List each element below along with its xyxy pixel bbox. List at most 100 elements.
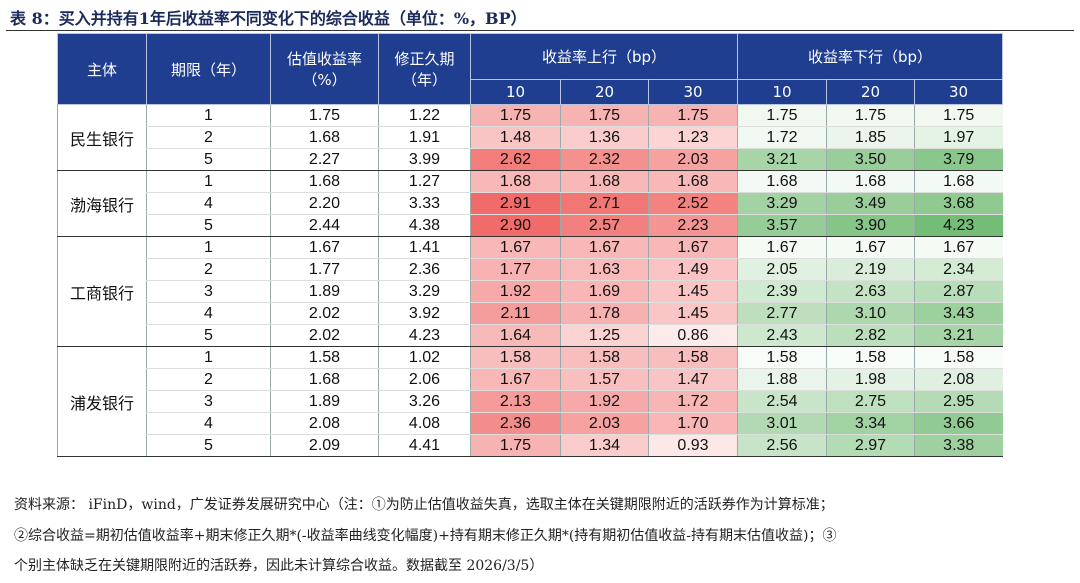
table-cell: 1.67 <box>737 236 827 259</box>
table-cell: 4.23 <box>914 214 1003 237</box>
table-cell: 1.67 <box>470 236 561 259</box>
table-cell: 1.58 <box>914 346 1003 369</box>
table-cell: 2.02 <box>270 302 379 325</box>
table-cell: 1.67 <box>270 236 379 259</box>
table-cell: 1.92 <box>470 280 561 303</box>
subheader-cell: 10 <box>737 79 827 105</box>
table-cell: 4.08 <box>378 412 471 435</box>
table-cell: 1.85 <box>826 126 915 149</box>
title-rule <box>6 30 1074 31</box>
table-cell: 3.99 <box>378 148 471 171</box>
table-cell: 1.75 <box>648 104 738 127</box>
table-cell: 1.68 <box>270 170 379 193</box>
table-cell: 1.58 <box>737 346 827 369</box>
table-cell: 2.08 <box>914 368 1003 391</box>
table-cell: 2.08 <box>270 412 379 435</box>
header-cell: 收益率上行（bp） <box>470 33 738 80</box>
table-row: 5 2.02 4.23 1.64 1.25 0.86 2.43 2.82 3.21 <box>58 324 1003 347</box>
table-cell: 1.75 <box>470 434 561 457</box>
table-cell: 3.57 <box>737 214 827 237</box>
table-cell: 1.70 <box>648 412 738 435</box>
table-cell: 3.68 <box>914 192 1003 215</box>
table-cell: 1.58 <box>470 346 561 369</box>
table-cell: 1.97 <box>914 126 1003 149</box>
table-cell: 1.77 <box>270 258 379 281</box>
table-cell: 2 <box>146 258 271 281</box>
table-cell: 1.69 <box>560 280 649 303</box>
table-cell: 2.77 <box>737 302 827 325</box>
subheader-cell: 10 <box>470 79 561 105</box>
table-cell: 1.72 <box>737 126 827 149</box>
table-cell: 2.63 <box>826 280 915 303</box>
table-cell: 1.58 <box>826 346 915 369</box>
table-cell: 2.95 <box>914 390 1003 413</box>
table-cell: 1.75 <box>914 104 1003 127</box>
table-cell: 2.19 <box>826 258 915 281</box>
table-row: 浦发银行 1 1.58 1.02 1.58 1.58 1.58 1.58 1.58 1.58 <box>57 346 1003 457</box>
table-cell: 4.23 <box>378 324 471 347</box>
table-cell: 2.75 <box>826 390 915 413</box>
table-cell: 1.67 <box>560 236 649 259</box>
table-cell: 1.64 <box>470 324 561 347</box>
table-cell: 1.89 <box>270 280 379 303</box>
header-cell: 估值收益率（%） <box>270 33 379 105</box>
table-cell: 3.21 <box>914 324 1003 347</box>
table-row: 工商银行 1 1.67 1.41 1.67 1.67 1.67 1.67 1.67 1.67 <box>57 236 1003 347</box>
table-cell: 1.68 <box>270 126 379 149</box>
table-cell: 2.34 <box>914 258 1003 281</box>
table-cell: 2.32 <box>560 148 649 171</box>
table-cell: 1.72 <box>648 390 738 413</box>
table-cell: 2.11 <box>470 302 561 325</box>
table-cell: 4 <box>146 412 271 435</box>
table-cell: 2.23 <box>648 214 738 237</box>
table-cell: 1.67 <box>470 368 561 391</box>
table-cell: 2.03 <box>648 148 738 171</box>
table-cell: 2.02 <box>270 324 379 347</box>
table-row: 4 2.02 3.92 2.11 1.78 1.45 2.77 3.10 3.43 <box>58 302 1003 325</box>
table-cell: 3.29 <box>737 192 827 215</box>
table-cell: 2.97 <box>826 434 915 457</box>
table-cell: 1.63 <box>560 258 649 281</box>
title: 表 8：买入并持有1年后收益率不同变化下的综合收益（单位：%，BP） <box>10 9 527 28</box>
table-cell: 4 <box>146 192 271 215</box>
table-cell: 3.90 <box>826 214 915 237</box>
subheader-cell: 20 <box>560 79 649 105</box>
subheader-cell: 30 <box>914 79 1003 105</box>
table-cell: 1.58 <box>560 346 649 369</box>
table-row: 3 1.89 3.29 1.92 1.69 1.45 2.39 2.63 2.87 <box>58 280 1003 303</box>
table-cell: 2.27 <box>270 148 379 171</box>
table-cell: 1.91 <box>378 126 471 149</box>
table-cell: 1.45 <box>648 280 738 303</box>
table-row: 民生银行 1 1.75 1.22 1.75 1.75 1.75 1.75 1.75 1.75 <box>57 104 1003 171</box>
table-cell: 1.67 <box>648 236 738 259</box>
table-cell: 3.49 <box>826 192 915 215</box>
table-cell: 1.88 <box>737 368 827 391</box>
table-cell: 1 <box>146 346 271 369</box>
table-cell: 3.79 <box>914 148 1003 171</box>
table-cell: 1.34 <box>560 434 649 457</box>
table-cell: 2.03 <box>560 412 649 435</box>
table-row: 3 1.89 3.26 2.13 1.92 1.72 2.54 2.75 2.95 <box>58 390 1003 413</box>
table-cell: 3.34 <box>826 412 915 435</box>
table-cell: 1.47 <box>648 368 738 391</box>
table-cell: 1.57 <box>560 368 649 391</box>
table-cell: 5 <box>146 214 271 237</box>
table-cell: 3.43 <box>914 302 1003 325</box>
table-cell: 2.57 <box>560 214 649 237</box>
table-cell: 1.68 <box>270 368 379 391</box>
table-row: 渤海银行 1 1.68 1.27 1.68 1.68 1.68 1.68 1.68 1.68 <box>57 170 1003 237</box>
table-row: 4 2.20 3.33 2.91 2.71 2.52 3.29 3.49 3.68 <box>58 192 1003 215</box>
table-cell: 1.23 <box>648 126 738 149</box>
table-cell: 2 <box>146 368 271 391</box>
table-cell: 1.98 <box>826 368 915 391</box>
table-cell: 3 <box>146 280 271 303</box>
table-cell: 5 <box>146 434 271 457</box>
table-cell: 2 <box>146 126 271 149</box>
source-note: 个别主体缺乏在关键期限附近的活跃券，因此未计算综合收益。数据截至 2026/3/… <box>14 558 544 574</box>
table-cell: 3.66 <box>914 412 1003 435</box>
table-cell: 1 <box>146 236 271 259</box>
table-cell: 1.75 <box>270 104 379 127</box>
table-cell: 1.75 <box>470 104 561 127</box>
table-row: 4 2.08 4.08 2.36 2.03 1.70 3.01 3.34 3.66 <box>58 412 1003 435</box>
